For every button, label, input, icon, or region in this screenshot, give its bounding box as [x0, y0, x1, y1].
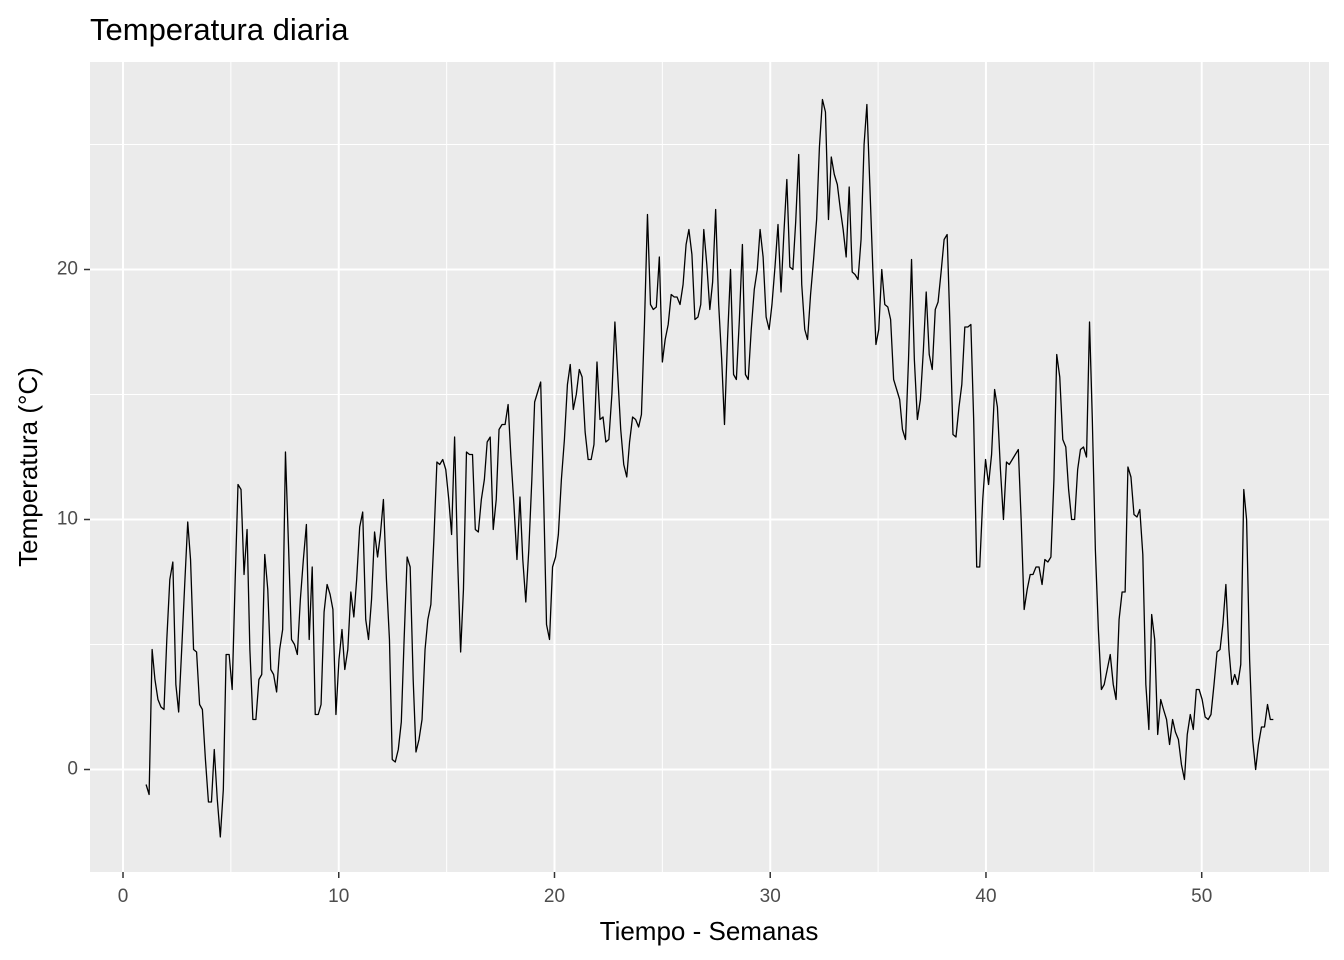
- x-tick-label: 20: [544, 886, 565, 907]
- x-axis-title: Tiempo - Semanas: [600, 916, 819, 946]
- labels: 0 10 20 30 40 50 0 10 20: [57, 259, 1212, 908]
- marks: [145, 98, 1274, 838]
- x-tick-label: 30: [760, 886, 781, 907]
- chart-title: Temperatura diaria: [90, 12, 349, 47]
- panel-background: [90, 62, 1329, 872]
- x-tick-label: 10: [328, 886, 349, 907]
- data-line: [145, 98, 1274, 838]
- x-tick-label: 0: [118, 886, 129, 907]
- y-tick-label: 10: [57, 509, 78, 530]
- x-tick-label: 50: [1191, 886, 1212, 907]
- y-tick-label: 20: [57, 259, 78, 280]
- y-tick-label: 0: [67, 759, 78, 780]
- y-axis-title: Temperatura (°C): [13, 367, 43, 567]
- x-tick-label: 40: [975, 886, 996, 907]
